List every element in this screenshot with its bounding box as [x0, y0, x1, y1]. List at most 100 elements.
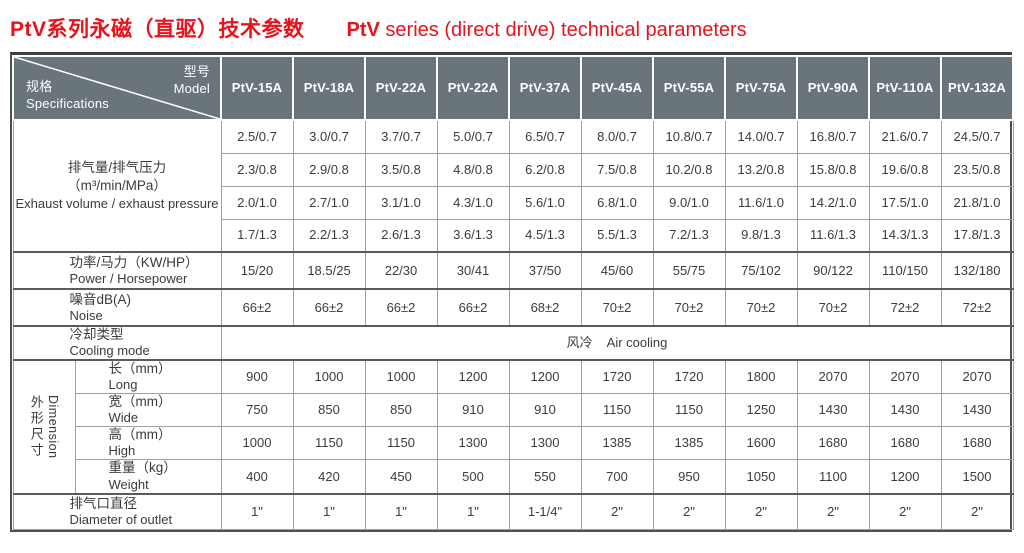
power-label-en: Power / Horsepower: [69, 270, 188, 286]
noise-value: 66±2: [292, 288, 366, 327]
long-value: 2070: [796, 358, 870, 394]
spec-table-body: 排气量/排气压力 （m³/min/MPa） Exhaust volume / exh…: [12, 119, 1014, 530]
wide-value: 850: [364, 392, 438, 427]
table-row: 噪音dB(A) Noise 66±2 66±2 66±2 66±2 68±2 70±2 70±2…: [12, 288, 1014, 327]
row-label-high: 高（mm） High: [74, 425, 222, 460]
power-value: 37/50: [508, 251, 582, 290]
exhaust-value: 11.6/1.3: [796, 218, 870, 253]
power-value: 45/60: [580, 251, 654, 290]
diagonal-divider-line: [15, 58, 219, 118]
high-value: 1000: [220, 425, 294, 460]
noise-value: 66±2: [220, 288, 294, 327]
model-header-3: PtV-22A: [364, 55, 438, 121]
wide-value: 1430: [868, 392, 942, 427]
noise-value: 70±2: [652, 288, 726, 327]
cooling-label-en: Cooling mode: [69, 343, 150, 359]
power-value: 90/122: [796, 251, 870, 290]
model-header-10: PtV-110A: [868, 55, 942, 121]
high-value: 1680: [868, 425, 942, 460]
long-label-zh: 长（mm）: [108, 360, 172, 376]
outlet-label-en: Diameter of outlet: [69, 512, 173, 528]
noise-value: 70±2: [796, 288, 870, 327]
title-english: PtV series (direct drive) technical para…: [347, 19, 747, 41]
table-row: 2.0/1.0 2.7/1.0 3.1/1.0 4.3/1.0 5.6/1.0 6.8/1…: [13, 185, 1014, 220]
exhaust-label-en: Exhaust volume / exhaust pressure: [15, 196, 219, 212]
exhaust-value: 6.5/0.7: [508, 119, 582, 154]
dimension-vertical-label: 外形尺寸 Dimension: [14, 394, 74, 459]
exhaust-value: 10.8/0.7: [652, 119, 726, 154]
spec-table: 型号 Model 规格 Specifications PtV-15A PtV-18…: [12, 55, 1014, 530]
long-value: 1800: [724, 358, 798, 394]
exhaust-value: 24.5/0.7: [940, 119, 1014, 154]
exhaust-value: 4.8/0.8: [436, 152, 510, 187]
wide-label-zh: 宽（mm）: [108, 393, 172, 409]
power-value: 18.5/25: [292, 251, 366, 290]
weight-value: 450: [364, 458, 438, 495]
exhaust-value: 5.0/0.7: [436, 119, 510, 154]
exhaust-value: 3.6/1.3: [436, 218, 510, 253]
outlet-value: 1": [364, 493, 438, 530]
exhaust-value: 3.5/0.8: [364, 152, 438, 187]
power-value: 55/75: [652, 251, 726, 290]
row-label-noise: 噪音dB(A) Noise: [12, 288, 222, 327]
wide-value: 750: [220, 392, 294, 427]
row-label-long: 长（mm） Long: [74, 358, 222, 394]
table-row: 冷却类型 Cooling mode 风冷 Air cooling: [12, 325, 1014, 361]
model-header-6: PtV-45A: [580, 55, 654, 121]
model-header-9: PtV-90A: [796, 55, 870, 121]
row-label-wide: 宽（mm） Wide: [74, 392, 222, 427]
wide-value: 1150: [580, 392, 654, 427]
noise-value: 72±2: [940, 288, 1014, 327]
title-english-prefix: PtV: [346, 19, 380, 41]
exhaust-value: 19.6/0.8: [868, 152, 942, 187]
exhaust-value: 16.8/0.7: [796, 119, 870, 154]
weight-value: 420: [292, 458, 366, 495]
table-row: 功率/马力（KW/HP） Power / Horsepower 15/20 18.5/…: [12, 251, 1014, 290]
exhaust-value: 5.5/1.3: [580, 218, 654, 253]
high-label-zh: 高（mm）: [108, 426, 172, 442]
table-row: 排气量/排气压力 （m³/min/MPa） Exhaust volume / exh…: [12, 119, 1014, 253]
exhaust-value: 2.5/0.7: [220, 119, 294, 154]
power-label-zh: 功率/马力（KW/HP）: [69, 254, 199, 270]
weight-label-zh: 重量（kg）: [108, 460, 177, 476]
exhaust-value: 2.0/1.0: [220, 185, 294, 220]
exhaust-value: 6.8/1.0: [580, 185, 654, 220]
catalog-page: PtV系列永磁（直驱）技术参数 PtV series (direct drive)…: [10, 18, 1014, 532]
title-english-rest: series (direct drive) technical paramete…: [379, 19, 747, 41]
long-value: 900: [220, 358, 294, 394]
long-label-en: Long: [108, 376, 138, 392]
exhaust-value: 7.5/0.8: [580, 152, 654, 187]
table-row: 2.3/0.8 2.9/0.8 3.5/0.8 4.8/0.8 6.2/0.8 7.5/0…: [13, 152, 1014, 187]
outlet-value: 2": [940, 493, 1014, 530]
weight-value: 1200: [868, 458, 942, 495]
row-label-cooling: 冷却类型 Cooling mode: [12, 325, 222, 361]
row-label-exhaust: 排气量/排气压力 （m³/min/MPa） Exhaust volume / exh…: [12, 119, 222, 253]
model-header-2: PtV-18A: [292, 55, 366, 121]
title-chinese: PtV系列永磁（直驱）技术参数: [10, 18, 305, 41]
power-value: 30/41: [436, 251, 510, 290]
power-value: 110/150: [868, 251, 942, 290]
long-value: 2070: [940, 358, 1014, 394]
technical-parameters-table: 型号 Model 规格 Specifications PtV-15A PtV-18…: [10, 52, 1014, 532]
model-header-7: PtV-55A: [652, 55, 726, 121]
high-label-en: High: [108, 442, 136, 458]
outlet-value: 1-1/4": [508, 493, 582, 530]
noise-value: 70±2: [724, 288, 798, 327]
corner-cell: 型号 Model 规格 Specifications: [12, 55, 222, 121]
row-label-weight: 重量（kg） Weight: [74, 458, 222, 495]
noise-label-en: Noise: [69, 307, 103, 323]
dimension-label-en: Dimension: [45, 395, 60, 459]
exhaust-value: 1.7/1.3: [220, 218, 294, 253]
table-row: 排气口直径 Diameter of outlet 1" 1" 1" 1" 1-1/4" 2" 2…: [12, 493, 1014, 530]
weight-value: 1500: [940, 458, 1014, 495]
high-value: 1600: [724, 425, 798, 460]
high-value: 1300: [508, 425, 582, 460]
long-value: 1200: [436, 358, 510, 394]
row-label-outlet: 排气口直径 Diameter of outlet: [12, 493, 222, 530]
table-row: 1.7/1.3 2.2/1.3 2.6/1.3 3.6/1.3 4.5/1.3 5.5/1…: [13, 218, 1014, 253]
exhaust-value: 8.0/0.7: [580, 119, 654, 154]
exhaust-value: 6.2/0.8: [508, 152, 582, 187]
dimension-label-zh: 外形尺寸: [28, 394, 44, 459]
weight-value: 950: [652, 458, 726, 495]
exhaust-value: 21.6/0.7: [868, 119, 942, 154]
